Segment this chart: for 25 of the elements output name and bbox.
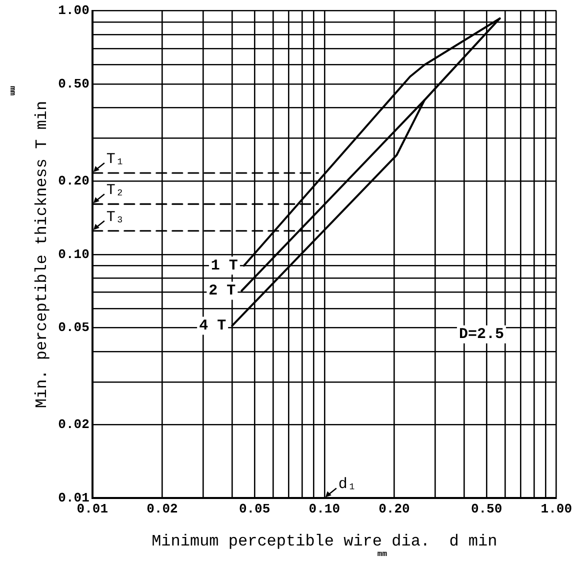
text: mm (377, 550, 388, 560)
text: mm (7, 86, 16, 96)
x-tick-label: 0.01 (76, 501, 108, 516)
y-tick-label: 1.00 (58, 3, 90, 18)
x-tick-label: 1.00 (540, 501, 572, 516)
series-label: 2 T (208, 282, 236, 300)
x-tick-label: 0.05 (238, 501, 270, 516)
y-tick-label: 0.05 (58, 320, 90, 336)
annotation: T₃ (106, 208, 124, 226)
x-tick-label: 0.02 (146, 501, 178, 516)
x-tick-label: 0.20 (378, 501, 410, 516)
series-label: 1 T (210, 257, 238, 274)
annotation: T₂ (106, 182, 124, 200)
x-axis-title: Minimum perceptible wire dia. d min (152, 532, 498, 551)
y-axis-title: Min. perceptible thickness T min (32, 100, 51, 408)
annotation: D=2.5 (458, 326, 504, 344)
y-tick-label: 0.02 (58, 417, 90, 432)
y-tick-label: 0.20 (58, 173, 90, 188)
annotation: T₁ (106, 150, 124, 168)
x-tick-label: 0.50 (470, 501, 502, 516)
y-tick-label: 0.50 (58, 76, 90, 92)
x-tick-label: 0.10 (308, 501, 340, 516)
series-label: 4 T (199, 318, 226, 335)
y-tick-label: 0.10 (58, 246, 90, 262)
annotation: d₁ (338, 476, 356, 494)
